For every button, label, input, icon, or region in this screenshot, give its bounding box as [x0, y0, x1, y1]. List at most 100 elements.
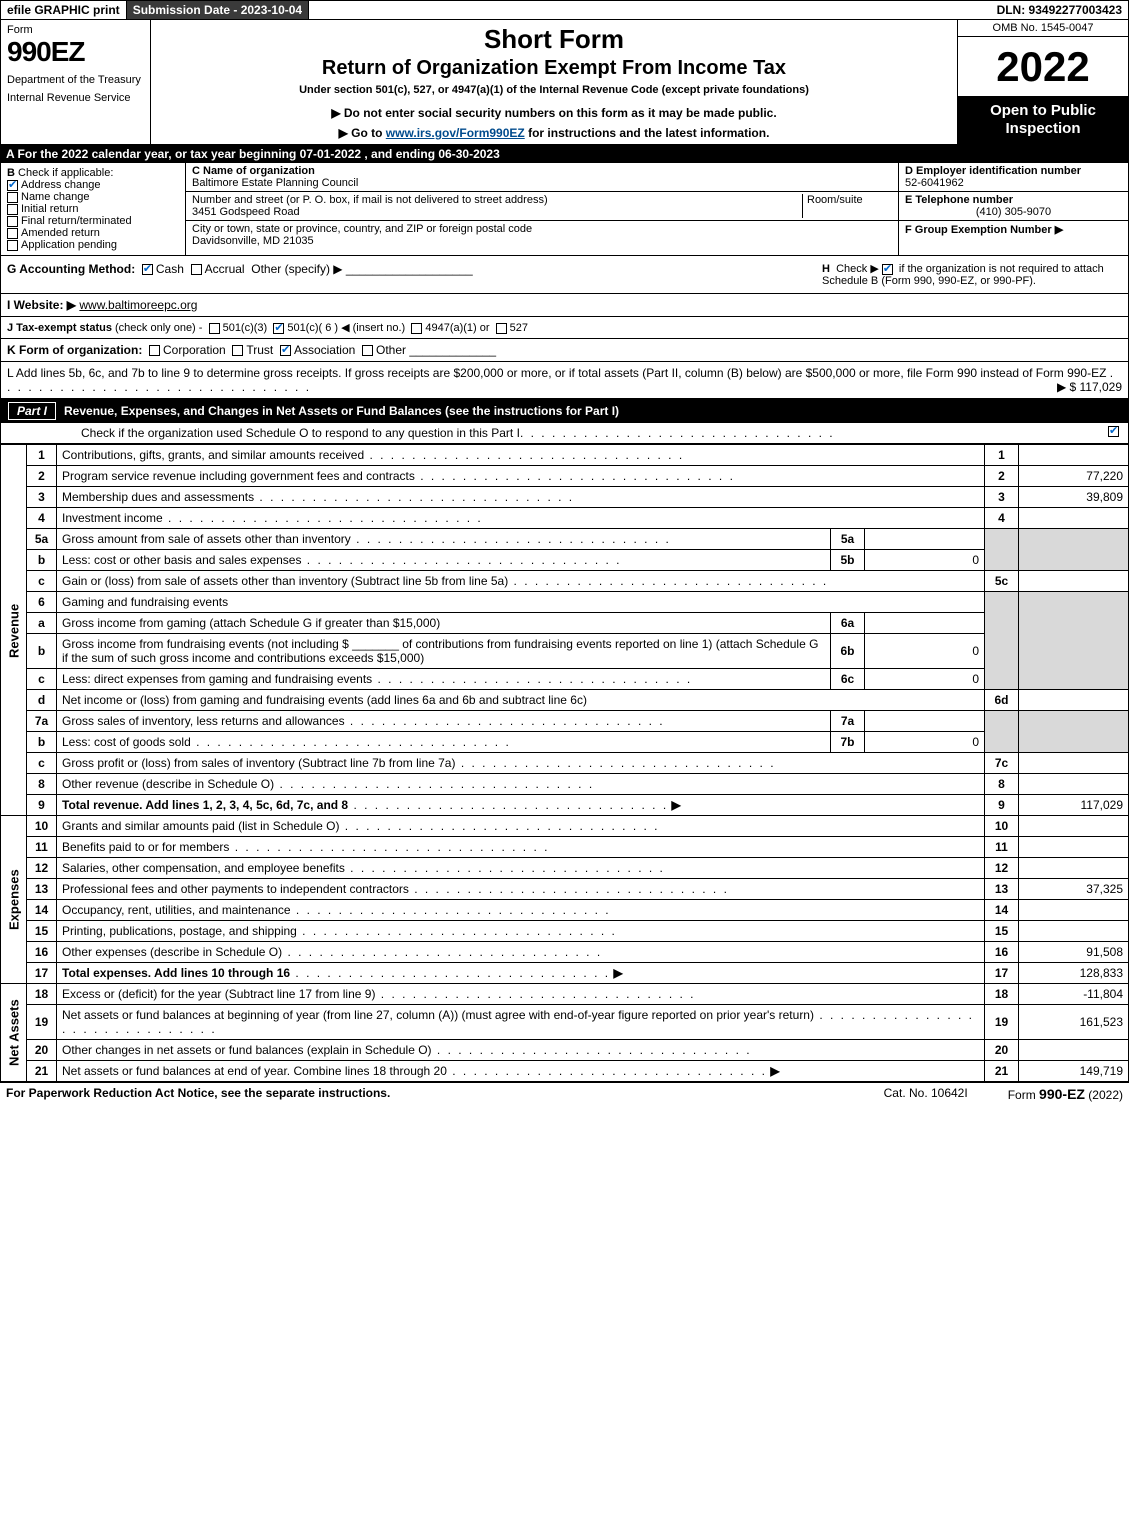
chk-final-return[interactable] — [7, 216, 18, 227]
v-14 — [1019, 900, 1129, 921]
goto-post: for instructions and the latest informat… — [528, 126, 769, 140]
shade-6v — [1019, 592, 1129, 690]
chk-schedule-o[interactable] — [1108, 426, 1119, 437]
footer-form: 990-EZ — [1039, 1086, 1085, 1102]
opt-cash: Cash — [156, 262, 184, 276]
sub-7a: 7a — [831, 711, 865, 732]
row-15: 15 Printing, publications, postage, and … — [1, 921, 1129, 942]
shade-5v — [1019, 529, 1129, 571]
title-return: Return of Organization Exempt From Incom… — [159, 57, 949, 80]
n-6: 6 — [27, 592, 57, 613]
ln-5c: 5c — [985, 571, 1019, 592]
ln-1: 1 — [985, 445, 1019, 466]
row-14: 14 Occupancy, rent, utilities, and maint… — [1, 900, 1129, 921]
row-5a: 5a Gross amount from sale of assets othe… — [1, 529, 1129, 550]
column-b: B Check if applicable: Address change Na… — [1, 163, 186, 255]
row-10: Expenses 10 Grants and similar amounts p… — [1, 816, 1129, 837]
irs-link[interactable]: www.irs.gov/Form990EZ — [386, 126, 525, 140]
v-10 — [1019, 816, 1129, 837]
n-4: 4 — [27, 508, 57, 529]
opt-other: Other (specify) ▶ — [251, 262, 342, 276]
n-1: 1 — [27, 445, 57, 466]
opt-trust: Trust — [246, 343, 273, 357]
n-18: 18 — [27, 984, 57, 1005]
row-6a: a Gross income from gaming (attach Sched… — [1, 613, 1129, 634]
chk-address-change[interactable] — [7, 180, 18, 191]
chk-pending[interactable] — [7, 240, 18, 251]
l-amount: ▶ $ 117,029 — [1057, 380, 1122, 394]
d-5b: Less: cost or other basis and sales expe… — [62, 553, 301, 567]
n-19: 19 — [27, 1005, 57, 1040]
d-6a: Gross income from gaming (attach Schedul… — [57, 613, 831, 634]
chk-corp[interactable] — [149, 345, 160, 356]
v-17: 128,833 — [1019, 963, 1129, 984]
row-18: Net Assets 18 Excess or (deficit) for th… — [1, 984, 1129, 1005]
goto-pre: ▶ Go to — [339, 126, 386, 140]
chk-accrual[interactable] — [191, 264, 202, 275]
section-b-c-def: B Check if applicable: Address change Na… — [0, 163, 1129, 256]
d-4: Investment income — [62, 511, 163, 525]
chk-trust[interactable] — [232, 345, 243, 356]
section-k-org: K Form of organization: Corporation Trus… — [0, 339, 1129, 362]
sub-6a: 6a — [831, 613, 865, 634]
n-6a: a — [27, 613, 57, 634]
v-6d — [1019, 690, 1129, 711]
d-18: Excess or (deficit) for the year (Subtra… — [62, 987, 375, 1001]
sub-6b: 6b — [831, 634, 865, 669]
n-13: 13 — [27, 879, 57, 900]
chk-amended[interactable] — [7, 228, 18, 239]
row-4: 4 Investment income 4 — [1, 508, 1129, 529]
opt-other-org: Other — [376, 343, 406, 357]
n-6c: c — [27, 669, 57, 690]
footer-cat: Cat. No. 10642I — [884, 1086, 968, 1102]
header-right: OMB No. 1545-0047 2022 Open to Public In… — [958, 20, 1128, 144]
chk-other-org[interactable] — [362, 345, 373, 356]
part1-check-text: Check if the organization used Schedule … — [81, 426, 520, 440]
row-12: 12 Salaries, other compensation, and emp… — [1, 858, 1129, 879]
chk-schedule-b[interactable] — [882, 264, 893, 275]
n-14: 14 — [27, 900, 57, 921]
n-20: 20 — [27, 1040, 57, 1061]
section-g-h: G Accounting Method: Cash Accrual Other … — [0, 256, 1129, 294]
chk-name-change[interactable] — [7, 192, 18, 203]
v-9: 117,029 — [1019, 795, 1129, 816]
n-5c: c — [27, 571, 57, 592]
d-ein: D Employer identification number 52-6041… — [899, 163, 1128, 192]
opt-501c3: 501(c)(3) — [223, 322, 268, 334]
row-7c: c Gross profit or (loss) from sales of i… — [1, 753, 1129, 774]
n-7c: c — [27, 753, 57, 774]
chk-501c[interactable] — [273, 323, 284, 334]
chk-4947[interactable] — [411, 323, 422, 334]
chk-501c3[interactable] — [209, 323, 220, 334]
g-accounting: G Accounting Method: Cash Accrual Other … — [7, 262, 822, 287]
website-value[interactable]: www.baltimoreepc.org — [79, 298, 197, 312]
chk-initial-return[interactable] — [7, 204, 18, 215]
chk-527[interactable] — [496, 323, 507, 334]
v-18: -11,804 — [1019, 984, 1129, 1005]
row-3: 3 Membership dues and assessments 3 39,8… — [1, 487, 1129, 508]
revenue-label: Revenue — [1, 445, 27, 816]
ln-21: 21 — [985, 1061, 1019, 1082]
d-1: Contributions, gifts, grants, and simila… — [62, 448, 364, 462]
expenses-label: Expenses — [1, 816, 27, 984]
d-16: Other expenses (describe in Schedule O) — [62, 945, 282, 959]
ln-9: 9 — [985, 795, 1019, 816]
n-8: 8 — [27, 774, 57, 795]
opt-pending: Application pending — [21, 239, 117, 251]
ln-6d: 6d — [985, 690, 1019, 711]
efile-label: efile GRAPHIC print — [1, 1, 127, 19]
row-a-tax-year: A For the 2022 calendar year, or tax yea… — [0, 145, 1129, 163]
sv-7b: 0 — [865, 732, 985, 753]
row-2: 2 Program service revenue including gove… — [1, 466, 1129, 487]
row-8: 8 Other revenue (describe in Schedule O)… — [1, 774, 1129, 795]
ssn-note: ▶ Do not enter social security numbers o… — [159, 106, 949, 120]
netassets-label: Net Assets — [1, 984, 27, 1082]
d-6b1: Gross income from fundraising events (no… — [62, 637, 349, 651]
chk-assoc[interactable] — [280, 345, 291, 356]
row-5b: b Less: cost or other basis and sales ex… — [1, 550, 1129, 571]
chk-cash[interactable] — [142, 264, 153, 275]
v-11 — [1019, 837, 1129, 858]
opt-final-return: Final return/terminated — [21, 215, 132, 227]
title-short-form: Short Form — [159, 24, 949, 55]
ein-value: 52-6041962 — [905, 177, 964, 189]
